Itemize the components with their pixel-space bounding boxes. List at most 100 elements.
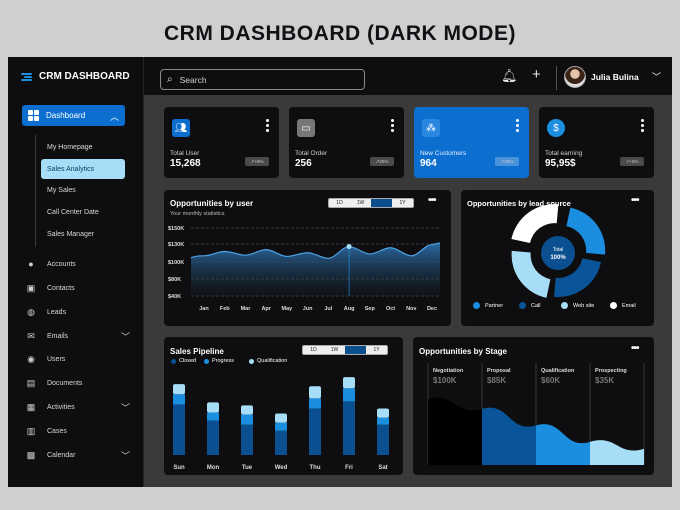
sidebar-item-cases[interactable]: ▥ Cases bbox=[26, 423, 130, 439]
legend-progress: Progress bbox=[204, 358, 234, 364]
search-input[interactable]: ⌕ Search bbox=[160, 69, 365, 90]
user-icon: ● bbox=[28, 259, 34, 269]
bar-segment bbox=[275, 413, 287, 423]
sidebar-item-activities[interactable]: ▦ Activities ﹀ bbox=[26, 399, 130, 415]
users-icon: ◉ bbox=[27, 353, 35, 364]
activity-icon: ▦ bbox=[26, 401, 36, 412]
chevron-up-icon: ︿ bbox=[109, 112, 119, 122]
trend-badge: ↗ 30% bbox=[495, 157, 519, 166]
sidebar-item-users[interactable]: ◉ Users bbox=[26, 351, 130, 367]
x-tick-label: Jun bbox=[303, 306, 313, 312]
bell-icon[interactable]: 🔔︎ bbox=[501, 68, 518, 83]
sub-item-my-sales[interactable]: My Sales bbox=[47, 186, 76, 194]
topbar: ⌕ Search 🔔︎ + Julia Bulina ﹀ bbox=[144, 57, 672, 95]
sales-pipeline-bar-chart: Sun Mon Tue Wed Thu Fri Sat bbox=[173, 377, 389, 471]
sub-item-sales-analytics[interactable]: Sales Analytics bbox=[41, 159, 125, 179]
contact-card-icon: ▣ bbox=[26, 282, 36, 293]
more-icon[interactable]: ••• bbox=[631, 343, 639, 354]
more-icon[interactable] bbox=[391, 119, 394, 134]
sidebar-item-label: Cases bbox=[47, 427, 67, 435]
bar-segment bbox=[309, 386, 321, 399]
sidebar-item-label: Documents bbox=[47, 379, 83, 387]
toggle-1m[interactable]: 1M bbox=[371, 199, 392, 207]
toggle-1w[interactable]: 1W bbox=[356, 200, 365, 206]
legend-web-site: Web site bbox=[561, 302, 594, 309]
stage-area bbox=[590, 440, 644, 465]
toggle-1y[interactable]: 1Y bbox=[373, 347, 380, 353]
more-icon[interactable] bbox=[516, 119, 519, 134]
sub-item-call-center-date[interactable]: Call Center Date bbox=[47, 208, 99, 216]
stat-card-total-earning[interactable]: $ Total earning 95,95$ ↗ +5% bbox=[539, 107, 654, 178]
x-tick-label: Sat bbox=[378, 465, 387, 471]
sidebar: CRM DASHBOARD Dashboard ︿ My Homepage Sa… bbox=[8, 57, 144, 487]
sidebar-item-dashboard[interactable]: Dashboard ︿ bbox=[22, 105, 125, 126]
avatar[interactable] bbox=[564, 66, 586, 88]
sub-item-my-homepage[interactable]: My Homepage bbox=[47, 143, 93, 151]
pie-slice bbox=[554, 258, 602, 297]
x-tick-label: Sun bbox=[173, 465, 185, 471]
divider bbox=[556, 66, 557, 90]
bar-segment bbox=[207, 420, 219, 455]
legend-email: Email bbox=[610, 302, 636, 309]
sidebar-item-accounts[interactable]: ● Accounts bbox=[26, 256, 130, 272]
sidebar-item-calendar[interactable]: ▩ Calendar ﹀ bbox=[26, 447, 130, 463]
brand[interactable]: CRM DASHBOARD bbox=[21, 71, 130, 82]
period-toggle[interactable]: 1D 1W 1M 1Y bbox=[328, 198, 414, 208]
sidebar-item-leads[interactable]: ◍ Leads bbox=[26, 304, 130, 320]
sidebar-item-label: Dashboard bbox=[46, 111, 86, 120]
bag-icon: ▭ bbox=[297, 119, 315, 137]
stat-card-new-customers[interactable]: ⁂ New Customers 964 ↗ 30% bbox=[414, 107, 529, 178]
stat-value: 964 bbox=[420, 158, 437, 169]
y-tick-label: $150K bbox=[168, 226, 184, 232]
legend-partner: Partner bbox=[473, 302, 503, 309]
submenu-line bbox=[35, 135, 36, 247]
bar-segment bbox=[343, 388, 355, 402]
stage-name: Prospecting bbox=[595, 368, 627, 374]
card-title: Sales Pipeline bbox=[170, 347, 224, 356]
legend-closed: Closed bbox=[171, 358, 196, 364]
user-name[interactable]: Julia Bulina bbox=[591, 72, 639, 82]
bar-segment bbox=[173, 404, 185, 455]
toggle-1d[interactable]: 1D bbox=[310, 347, 317, 353]
add-icon[interactable]: + bbox=[532, 66, 541, 83]
app-window: CRM DASHBOARD Dashboard ︿ My Homepage Sa… bbox=[8, 57, 672, 487]
document-icon: ▤ bbox=[26, 377, 36, 388]
stage-value: $35K bbox=[595, 376, 614, 385]
sub-item-sales-manager[interactable]: Sales Manager bbox=[47, 230, 95, 238]
sidebar-item-label: Accounts bbox=[47, 260, 76, 268]
x-tick-label: Aug bbox=[344, 306, 355, 312]
x-tick-label: Tue bbox=[242, 465, 253, 471]
stage-area bbox=[536, 424, 590, 465]
search-icon: ⌕ bbox=[167, 74, 173, 85]
toggle-1m[interactable]: 1M bbox=[345, 346, 366, 354]
sidebar-item-documents[interactable]: ▤ Documents bbox=[26, 375, 130, 391]
stat-card-total-user[interactable]: 👥︎ Total User 15,268 ↗ +8% bbox=[164, 107, 279, 178]
toggle-1w[interactable]: 1W bbox=[330, 347, 339, 353]
chevron-down-icon[interactable]: ﹀ bbox=[652, 72, 662, 82]
area-fill bbox=[191, 242, 440, 296]
y-tick-label: $100K bbox=[168, 260, 184, 266]
stage-area bbox=[428, 397, 482, 465]
stage-area-chart: Negotiation $100K Proposal $85K Qualificatio… bbox=[427, 363, 645, 465]
toggle-1y[interactable]: 1Y bbox=[399, 200, 406, 206]
opportunities-by-user-card: Opportunities by user Your monthly stati… bbox=[164, 190, 451, 326]
stat-card-total-order[interactable]: ▭ Total Order 256 ↗ 25% bbox=[289, 107, 404, 178]
bar-segment bbox=[241, 405, 253, 415]
more-icon[interactable]: ••• bbox=[631, 195, 639, 206]
sidebar-item-label: Leads bbox=[47, 308, 67, 316]
more-icon[interactable] bbox=[266, 119, 269, 134]
bar-segment bbox=[309, 408, 321, 455]
leads-icon: ◍ bbox=[27, 306, 35, 317]
stage-value: $60K bbox=[541, 376, 560, 385]
toggle-1d[interactable]: 1D bbox=[336, 200, 343, 206]
sidebar-item-contacts[interactable]: ▣ Contacts bbox=[26, 280, 130, 296]
sales-pipeline-card: Sales Pipeline 1D 1W 1M 1Y Closed Progre… bbox=[164, 337, 403, 475]
sidebar-item-label: Activities bbox=[47, 403, 75, 411]
more-icon[interactable]: ••• bbox=[428, 195, 436, 206]
sidebar-item-emails[interactable]: ✉ Emails ﹀ bbox=[26, 328, 130, 344]
bar-segment bbox=[241, 414, 253, 425]
trend-badge: ↗ +5% bbox=[620, 157, 644, 166]
period-toggle[interactable]: 1D 1W 1M 1Y bbox=[302, 345, 388, 355]
x-tick-label: Dec bbox=[427, 306, 437, 312]
more-icon[interactable] bbox=[641, 119, 644, 134]
